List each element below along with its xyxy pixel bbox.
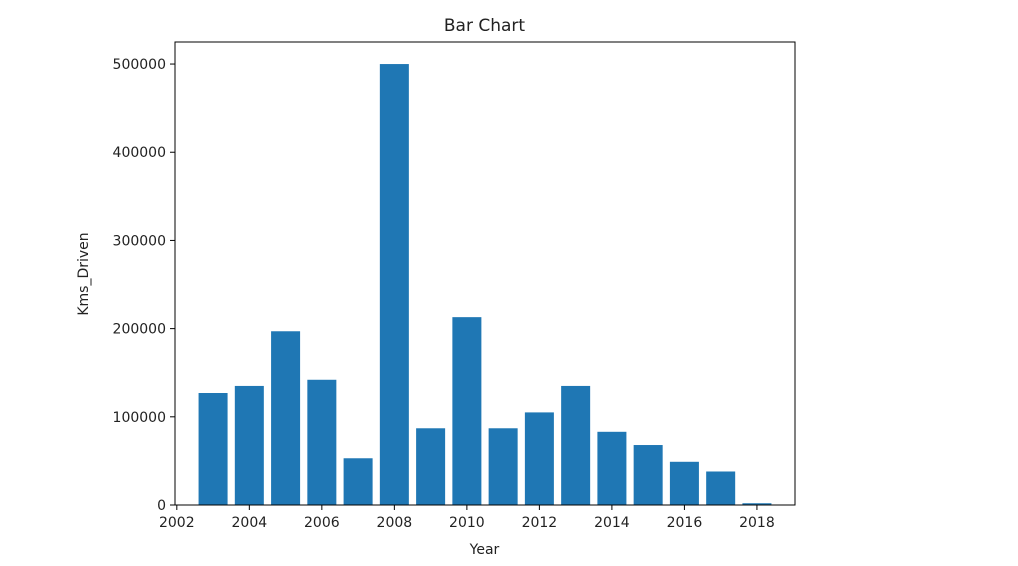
plot-frame — [174, 41, 796, 506]
bar-2006 — [307, 379, 337, 505]
bar-2007 — [343, 458, 373, 505]
y-tick-label: 400000 — [113, 145, 166, 161]
bar-2017 — [706, 471, 736, 505]
x-tick-label: 2012 — [522, 515, 558, 531]
y-tick-label: 0 — [157, 498, 166, 514]
x-tick-label: 2010 — [449, 515, 485, 531]
x-tick-label: 2018 — [739, 515, 775, 531]
bar-2009 — [416, 428, 446, 505]
bar-2012 — [524, 412, 554, 505]
chart-title: Bar Chart — [444, 16, 526, 36]
y-tick-label: 500000 — [113, 57, 166, 73]
bars-group — [198, 64, 772, 506]
x-tick-label: 2008 — [377, 515, 413, 531]
bar-2018 — [742, 503, 772, 505]
y-axis-title: Kms_Driven — [76, 232, 92, 315]
bar-2016 — [669, 461, 699, 505]
x-tick-label: 2002 — [159, 515, 195, 531]
bar-2014 — [597, 431, 627, 505]
y-tick-label: 300000 — [113, 233, 166, 249]
bar-2003 — [198, 393, 228, 505]
y-tick-label: 100000 — [113, 410, 166, 426]
bar-2010 — [452, 317, 482, 505]
x-tick-label: 2004 — [232, 515, 268, 531]
bar-2008 — [379, 64, 409, 506]
x-axis-title: Year — [469, 542, 500, 558]
y-axis: 0 100000 200000 300000 400000 500000 — [113, 57, 175, 514]
bar-2004 — [234, 385, 264, 505]
x-axis: 2002 2004 2006 2008 2010 2012 2014 2016 2018 — [159, 505, 775, 531]
x-tick-label: 2006 — [304, 515, 340, 531]
bar-2011 — [488, 428, 518, 505]
x-tick-label: 2016 — [667, 515, 703, 531]
bar-2005 — [271, 331, 301, 505]
bar-2015 — [633, 445, 663, 505]
y-tick-label: 200000 — [113, 322, 166, 338]
bar-2013 — [561, 385, 591, 505]
x-tick-label: 2014 — [594, 515, 630, 531]
